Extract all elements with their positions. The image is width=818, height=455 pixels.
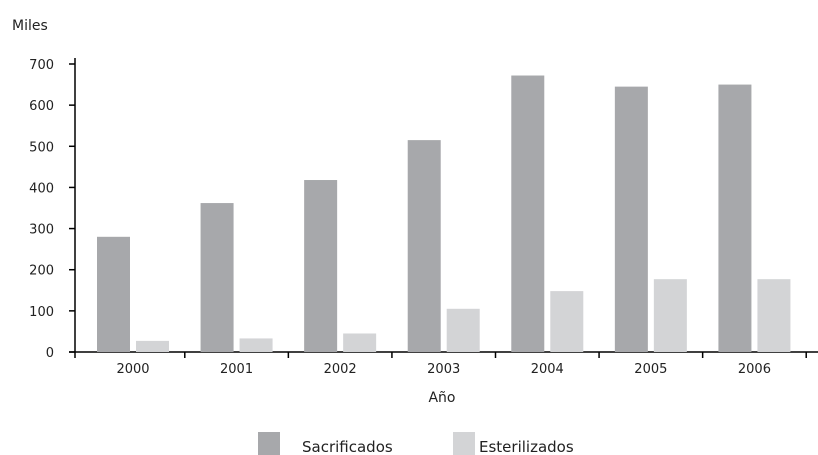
- x-tick-label-2002: 2002: [324, 362, 357, 377]
- y-axis: 0 100 200 300 400 500 600 700: [29, 58, 76, 361]
- x-tick-label-2004: 2004: [531, 362, 564, 377]
- bar-sacrificados-2003: [407, 140, 441, 352]
- bar-esterilizados-2005: [653, 279, 687, 352]
- bar-sacrificados-2006: [718, 84, 752, 353]
- legend-swatch-esterilizados: [453, 432, 475, 455]
- x-tick-label-2000: 2000: [116, 362, 149, 377]
- x-tick-label-2001: 2001: [220, 362, 253, 377]
- bar-esterilizados-2006: [757, 279, 791, 352]
- x-tick-label-2003: 2003: [427, 362, 460, 377]
- x-tick-label-2006: 2006: [738, 362, 771, 377]
- legend: Sacrificados Esterilizados: [258, 432, 574, 455]
- bar-sacrificados-2001: [200, 203, 234, 352]
- bar-esterilizados-2004: [550, 291, 584, 352]
- bar-esterilizados-2003: [446, 308, 480, 352]
- x-axis: 2000 2001 2002 2003 2004 2005 2006: [69, 351, 818, 377]
- bar-esterilizados-2000: [136, 340, 169, 352]
- bar-sacrificados-2004: [511, 75, 545, 353]
- legend-label-esterilizados: Esterilizados: [479, 438, 574, 455]
- y-tick-label-300: 300: [29, 223, 54, 238]
- bars: [97, 75, 791, 353]
- bar-sacrificados-2002: [304, 180, 338, 352]
- bar-esterilizados-2001: [239, 338, 273, 352]
- bar-esterilizados-2002: [343, 333, 377, 352]
- y-tick-label-500: 500: [29, 140, 54, 155]
- x-axis-title: Año: [428, 390, 455, 406]
- bar-sacrificados-2005: [614, 86, 648, 352]
- y-tick-label-200: 200: [29, 264, 54, 279]
- y-tick-label-100: 100: [29, 305, 54, 320]
- y-axis-title: Miles: [12, 18, 48, 34]
- x-tick-label-2005: 2005: [634, 362, 667, 377]
- bar-sacrificados-2000: [97, 236, 130, 352]
- y-tick-label-400: 400: [29, 181, 54, 196]
- legend-swatch-sacrificados: [258, 432, 280, 455]
- y-tick-label-0: 0: [46, 346, 54, 361]
- legend-label-sacrificados: Sacrificados: [302, 438, 393, 455]
- y-tick-label-600: 600: [29, 99, 54, 114]
- y-tick-label-700: 700: [29, 58, 54, 73]
